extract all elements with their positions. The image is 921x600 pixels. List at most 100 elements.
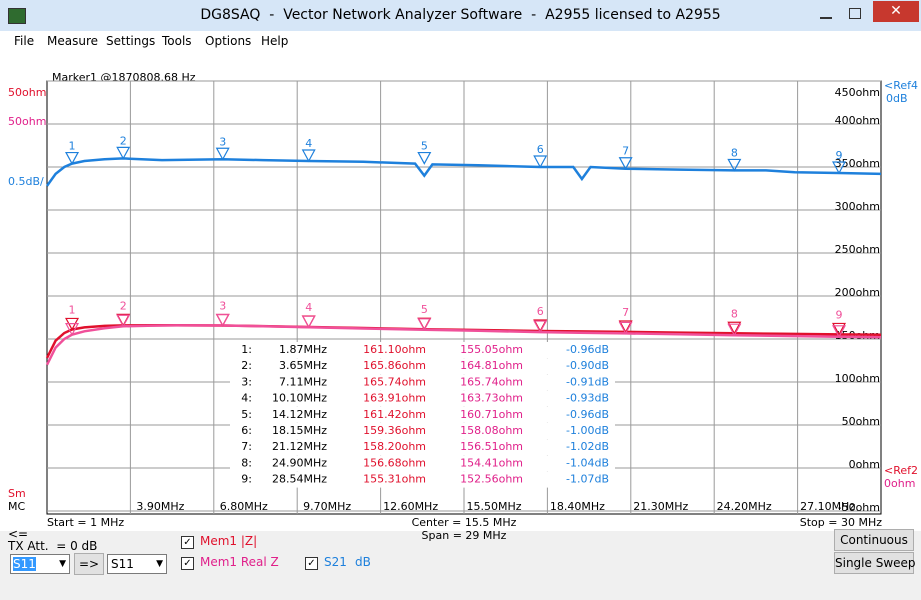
marker-real-z — [727, 323, 742, 337]
marker-value: 152.56ohm — [460, 473, 523, 486]
x-tick-label: 6.80MHz — [220, 500, 268, 513]
marker-s21 — [533, 155, 548, 169]
marker-s21 — [618, 157, 633, 170]
marker-real-z — [618, 321, 633, 335]
marker-value: 7.11MHz — [279, 375, 327, 388]
marker-label: 6 — [537, 143, 544, 156]
y-tick-label: 350ohm — [835, 157, 880, 170]
marker-real-z — [301, 315, 316, 329]
menu-item[interactable]: Options — [205, 34, 252, 48]
marker-value: -1.00dB — [566, 424, 609, 437]
marker-s21 — [116, 146, 131, 160]
checkbox[interactable]: ✓ — [181, 557, 194, 570]
x-tick-label: 27.10MHz — [800, 500, 855, 513]
marker-value: 165.74ohm — [460, 375, 523, 388]
plot-panel: Marker1 @1870808.68 Hz 50ohm/ 50ohm/ 0.5… — [0, 53, 921, 542]
port-select[interactable]: S11 ▼ — [107, 554, 167, 574]
menu-item[interactable]: Measure — [47, 34, 98, 48]
marker-label: 8 — [731, 146, 738, 159]
title-bar: DG8SAQ - Vector Network Analyzer Softwar… — [0, 0, 921, 31]
marker-index: 7: — [241, 440, 252, 453]
marker-label: 3 — [219, 135, 226, 148]
start-label: Start = 1 MHz — [47, 516, 124, 529]
select-value: S11 — [111, 557, 134, 571]
marker-value: 161.10ohm — [363, 343, 426, 356]
marker-value: 24.90MHz — [272, 456, 327, 469]
marker-value: 160.71ohm — [460, 408, 523, 421]
trace — [45, 157, 882, 187]
y-tick-label: 250ohm — [835, 243, 880, 256]
scale-label: Sm — [8, 487, 26, 500]
x-tick-label: 18.40MHz — [550, 500, 605, 513]
single-sweep-button[interactable]: Single Sweep — [834, 552, 916, 574]
marker-index: 2: — [241, 359, 252, 372]
menu-item[interactable]: Tools — [162, 34, 192, 48]
maximize-button[interactable] — [849, 8, 861, 19]
y-tick-label: 100ohm — [835, 372, 880, 385]
ref-label: 0ohm — [884, 477, 915, 490]
menu-item[interactable]: Help — [261, 34, 289, 48]
table-row-bg — [230, 358, 615, 375]
marker-label: 5 — [421, 303, 428, 316]
table-row-bg — [230, 423, 615, 439]
app-icon — [8, 8, 26, 24]
marker-value: -0.91dB — [566, 375, 609, 388]
ref-label: 0dB — [886, 92, 908, 105]
marker-z — [618, 320, 633, 334]
marker-value: 156.68ohm — [363, 456, 426, 469]
table-row-bg — [230, 390, 615, 407]
marker-value: 155.31ohm — [363, 473, 426, 486]
marker-value: 28.54MHz — [272, 473, 327, 486]
ref-label: <Ref2 — [884, 464, 918, 477]
checkbox[interactable]: ✓ — [181, 536, 194, 549]
marker-value: 155.05ohm — [460, 343, 523, 356]
marker-value: 3.65MHz — [279, 359, 327, 372]
marker-index: 9: — [241, 473, 252, 486]
marker-real-z — [116, 314, 131, 328]
unit-label: dB — [355, 555, 371, 569]
marker-label: 8 — [731, 307, 738, 320]
marker-value: -1.02dB — [566, 440, 609, 453]
marker-s21 — [215, 147, 230, 161]
marker-label: 9 — [836, 308, 843, 321]
scale-label: 50ohm/ — [8, 115, 50, 128]
checkbox-label: Mem1 |Z| — [200, 534, 258, 548]
marker-value: 156.51ohm — [460, 440, 523, 453]
marker-value: 18.15MHz — [272, 424, 327, 437]
arrow-button[interactable]: => — [74, 553, 104, 575]
marker-z — [832, 322, 847, 336]
marker-index: 4: — [241, 392, 252, 405]
y-tick-label: 400ohm — [835, 114, 880, 127]
scale-label: 0.5dB/ — [8, 175, 44, 188]
marker-value: -0.90dB — [566, 359, 609, 372]
marker-value: 158.20ohm — [363, 440, 426, 453]
marker-label: 1 — [69, 140, 76, 153]
y-tick-label: 50ohm — [842, 415, 880, 428]
marker-value: 1.87MHz — [279, 343, 327, 356]
y-tick-label: 0ohm — [849, 458, 880, 471]
continuous-button[interactable]: Continuous — [834, 529, 914, 551]
menu-item[interactable]: Settings — [106, 34, 156, 48]
marker-s21 — [832, 161, 847, 175]
ref-label: <Ref4 — [884, 79, 918, 92]
back-label[interactable]: <= — [8, 527, 29, 541]
stop-label: Stop = 30 MHz — [800, 516, 882, 529]
checkbox[interactable]: ✓ — [305, 557, 318, 570]
marker-value: 10.10MHz — [272, 392, 327, 405]
marker-index: 1: — [241, 343, 252, 356]
marker-label: 7 — [622, 145, 629, 158]
y-tick-label: 450ohm — [835, 86, 880, 99]
checkbox-label: Mem1 Real Z — [200, 555, 279, 569]
marker-label: 6 — [537, 305, 544, 318]
marker-real-z — [65, 323, 80, 336]
marker-label: 3 — [219, 299, 226, 312]
table-row-bg — [230, 439, 615, 456]
close-button[interactable]: ✕ — [873, 1, 919, 22]
port-select[interactable]: S11 ▼ — [10, 554, 70, 574]
marker-value: -1.07dB — [566, 473, 609, 486]
menu-item[interactable]: File — [14, 34, 35, 48]
marker-s21 — [65, 151, 80, 165]
marker-s21 — [301, 149, 316, 163]
marker-s21 — [727, 158, 742, 172]
minimize-button[interactable] — [820, 17, 832, 19]
